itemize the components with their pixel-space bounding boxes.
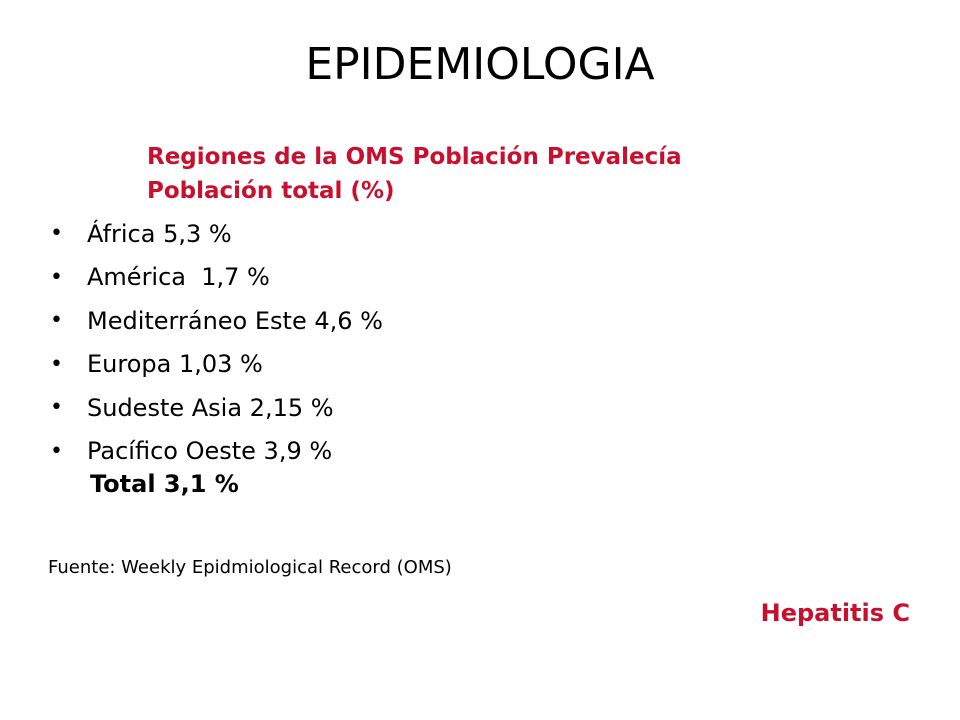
disease-label: Hepatitis C [760, 599, 910, 627]
list-item: • Pacífico Oeste 3,9 % [50, 430, 383, 474]
bullet-icon: • [50, 438, 63, 464]
table-header-line-1: Regiones de la OMS Población Prevalecía [147, 144, 682, 170]
table-header: Regiones de la OMS Población Prevalecía … [147, 140, 847, 208]
bullet-icon: • [50, 351, 63, 377]
region-europe: Europa 1,03 % [87, 350, 263, 379]
list-item: • Europa 1,03 % [50, 343, 383, 387]
total-prevalence: Total 3,1 % [90, 470, 239, 498]
region-mediterranean-east: Mediterráneo Este 4,6 % [87, 306, 383, 335]
slide-title: EPIDEMIOLOGIA [305, 39, 655, 90]
list-item: • Mediterráneo Este 4,6 % [50, 299, 383, 343]
bullet-icon: • [50, 264, 63, 290]
list-item: • América 1,7 % [50, 256, 383, 300]
source-citation: Fuente: Weekly Epidmiological Record (OM… [48, 557, 452, 578]
region-southeast-asia: Sudeste Asia 2,15 % [87, 393, 334, 422]
bullet-icon: • [50, 395, 63, 421]
bullet-icon: • [50, 221, 63, 247]
list-item: • África 5,3 % [50, 212, 383, 256]
bullet-icon: • [50, 308, 63, 334]
list-item: • Sudeste Asia 2,15 % [50, 386, 383, 430]
region-america: América 1,7 % [87, 263, 270, 292]
table-header-line-2: Población total (%) [147, 178, 395, 204]
region-list: • África 5,3 % • América 1,7 % • Mediter… [50, 212, 383, 473]
region-western-pacific: Pacífico Oeste 3,9 % [87, 437, 333, 466]
region-africa: África 5,3 % [87, 219, 232, 248]
